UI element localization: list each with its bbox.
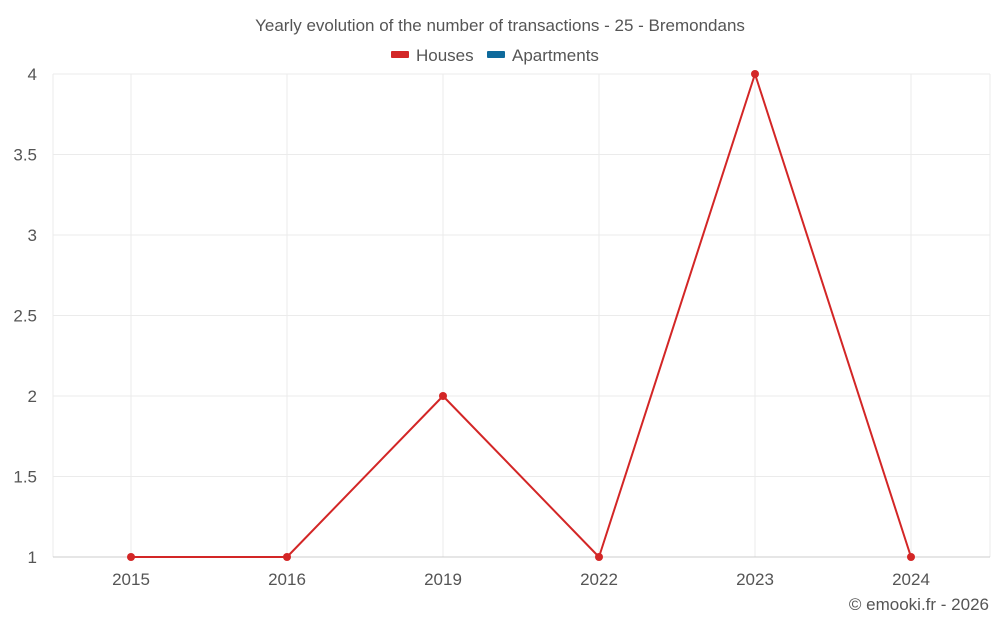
y-tick-label: 3.5: [13, 146, 37, 165]
legend: Houses Apartments: [391, 46, 599, 65]
x-tick-label: 2023: [736, 570, 774, 589]
data-point-houses[interactable]: [439, 392, 447, 400]
grid: [52, 73, 991, 558]
y-tick-label: 3: [28, 226, 37, 245]
data-point-houses[interactable]: [283, 553, 291, 561]
credit-text: © emooki.fr - 2026: [849, 595, 989, 614]
x-tick-label: 2024: [892, 570, 930, 589]
y-tick-label: 2: [28, 387, 37, 406]
data-point-houses[interactable]: [595, 553, 603, 561]
legend-label-apartments: Apartments: [512, 46, 599, 65]
series: [127, 70, 915, 561]
axes: 1 1.5 2 2.5 3 3.5 4 2015 2016 2019 2022 2023 2024: [13, 65, 990, 589]
legend-swatch-apartments: [487, 51, 505, 58]
legend-item-apartments[interactable]: Apartments: [487, 46, 599, 65]
y-tick-label: 1.5: [13, 468, 37, 487]
x-tick-label: 2019: [424, 570, 462, 589]
data-point-houses[interactable]: [907, 553, 915, 561]
data-point-houses[interactable]: [751, 70, 759, 78]
chart-title: Yearly evolution of the number of transa…: [255, 16, 745, 35]
x-tick-label: 2016: [268, 570, 306, 589]
x-tick-label: 2022: [580, 570, 618, 589]
legend-item-houses[interactable]: Houses: [391, 46, 474, 65]
legend-swatch-houses: [391, 51, 409, 58]
data-point-houses[interactable]: [127, 553, 135, 561]
y-tick-label: 4: [28, 65, 37, 84]
x-tick-label: 2015: [112, 570, 150, 589]
y-tick-label: 2.5: [13, 307, 37, 326]
legend-label-houses: Houses: [416, 46, 474, 65]
y-tick-label: 1: [28, 548, 37, 567]
series-line-houses: [131, 73, 912, 558]
